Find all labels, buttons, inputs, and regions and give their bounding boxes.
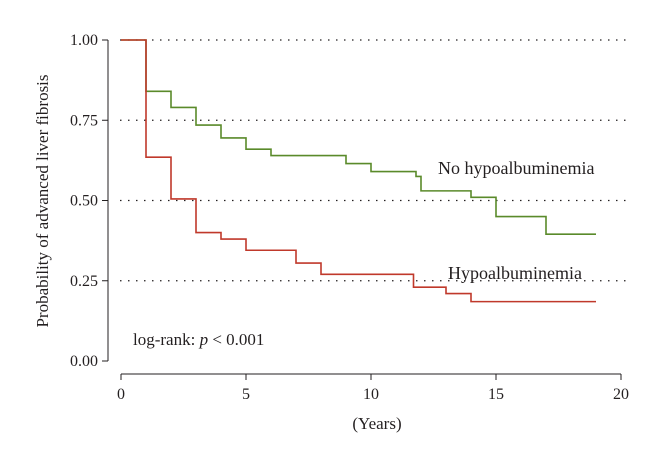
x-ticks: 0 5 10 15 20 — [117, 374, 629, 403]
log-rank-p: p — [199, 330, 209, 349]
log-rank-annotation: log-rank: p < 0.001 — [133, 330, 264, 349]
y-tick-label: 0.25 — [70, 273, 98, 290]
x-tick-label: 0 — [117, 386, 125, 403]
series-label-no-hypoalbuminemia: No hypoalbuminemia — [438, 158, 594, 178]
y-tick-label: 0.00 — [70, 353, 98, 370]
series-line-hypoalbuminemia — [121, 39, 596, 303]
log-rank-prefix: log-rank: — [133, 330, 200, 349]
x-tick-label: 15 — [488, 386, 504, 403]
series-line-no-hypoalbuminemia — [121, 39, 596, 236]
x-axis-label: (Years) — [352, 414, 401, 433]
series-label-hypoalbuminemia: Hypoalbuminemia — [448, 263, 582, 283]
y-tick-label: 0.50 — [70, 193, 98, 210]
y-axis-label: Probability of advanced liver fibrosis — [33, 74, 52, 327]
log-rank-suffix: < 0.001 — [208, 330, 264, 349]
axes — [107, 40, 621, 375]
x-tick-label: 5 — [242, 386, 250, 403]
y-tick-label: 1.00 — [70, 32, 98, 49]
x-tick-label: 20 — [613, 386, 629, 403]
x-tick-label: 10 — [363, 386, 379, 403]
y-ticks: 0.00 0.25 0.50 0.75 1.00 — [70, 32, 108, 370]
y-tick-label: 0.75 — [70, 112, 98, 129]
series-lines — [121, 39, 596, 303]
